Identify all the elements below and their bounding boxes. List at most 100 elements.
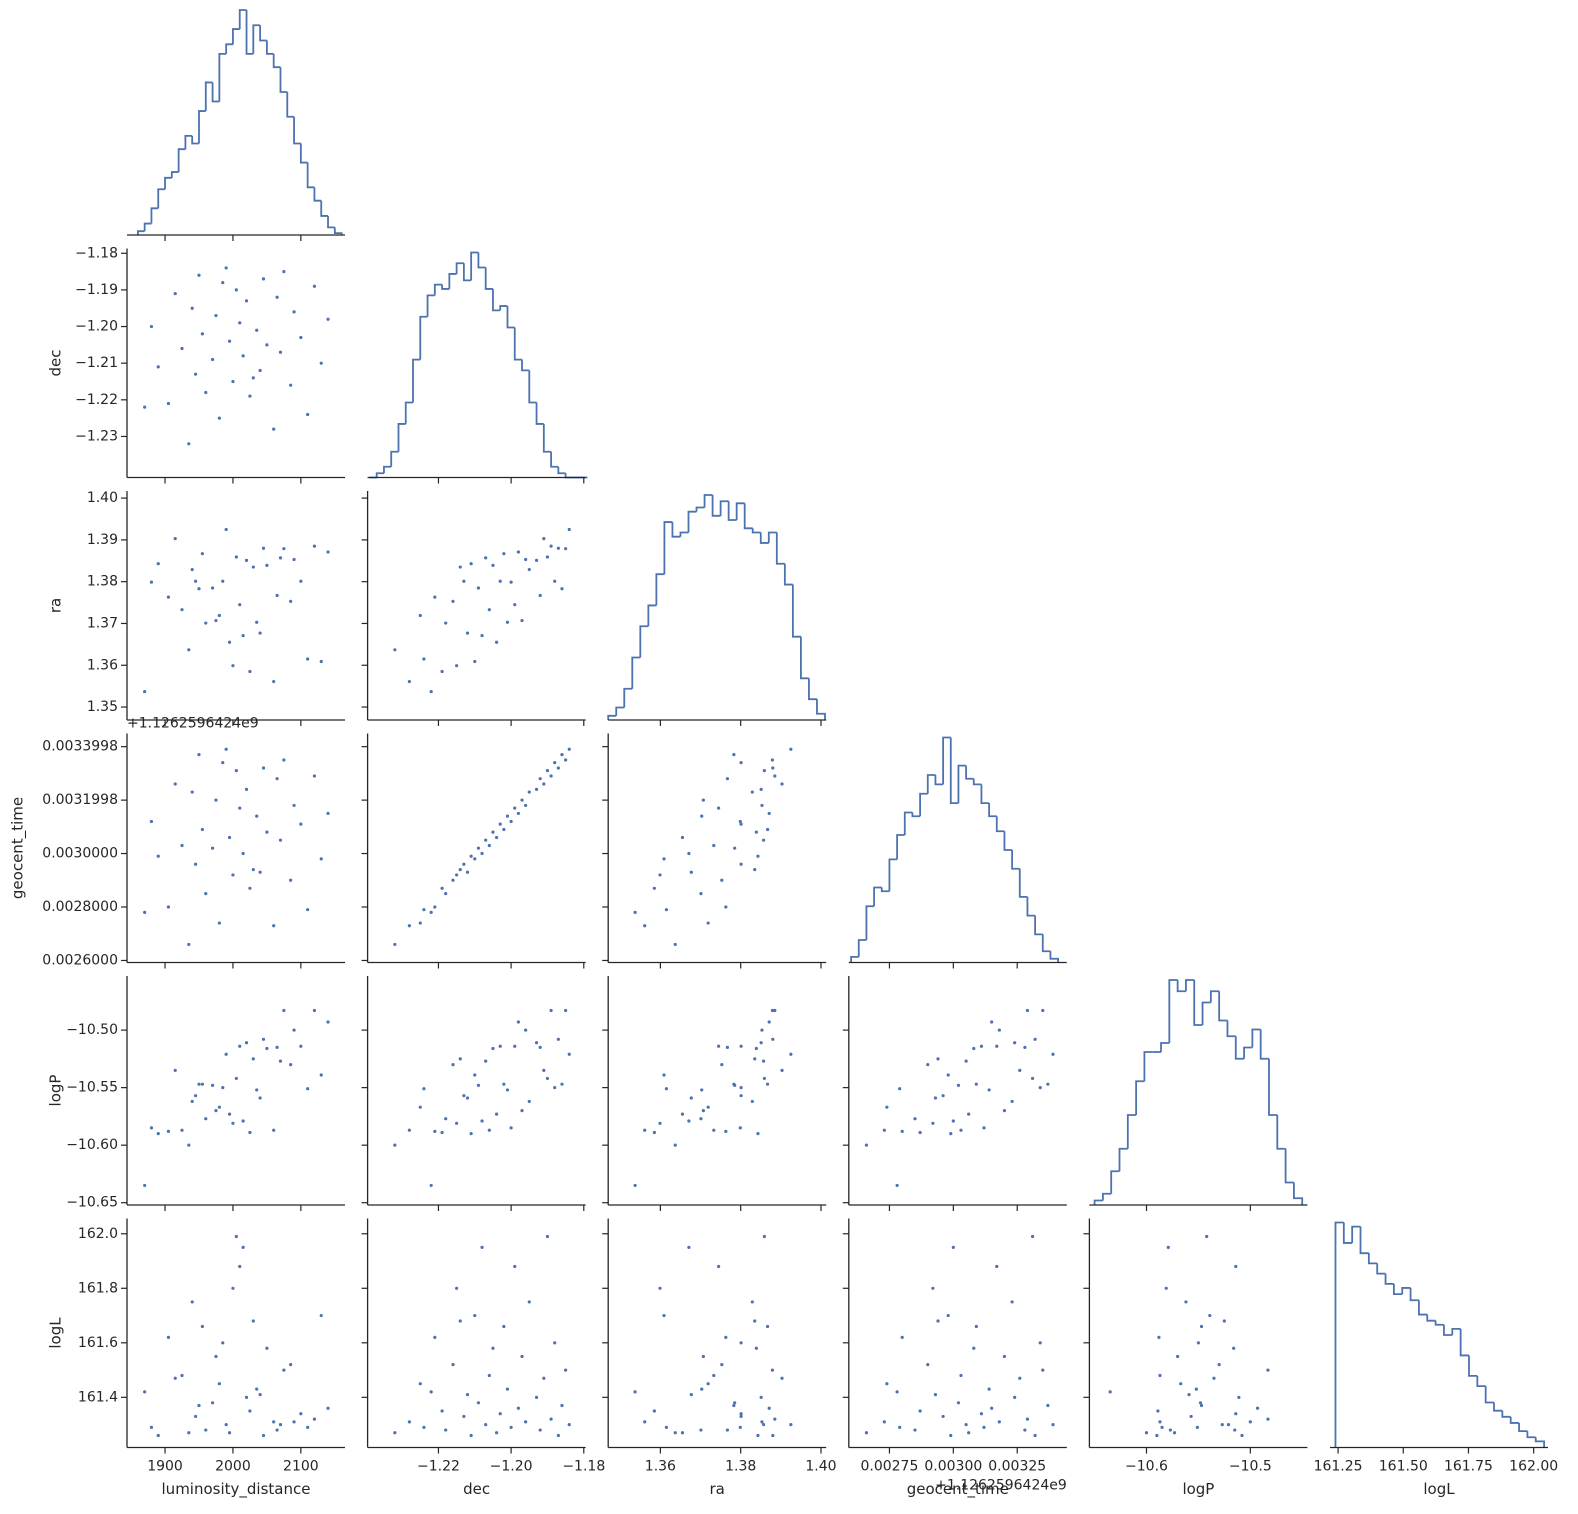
scatter-point <box>234 288 238 292</box>
scatter-point <box>418 1382 422 1386</box>
hist-step <box>225 43 233 54</box>
scatter-point <box>217 613 221 618</box>
scatter-point <box>1013 1395 1017 1399</box>
scatter-point <box>180 843 184 848</box>
scatter-point <box>765 1082 770 1086</box>
hist-step <box>850 955 859 963</box>
scatter-point <box>487 843 491 848</box>
scatter-point <box>720 1063 724 1067</box>
y-axis-label: logP <box>47 1075 65 1107</box>
scatter-point <box>204 1117 208 1121</box>
scatter-point <box>951 1245 955 1249</box>
hist-step <box>462 263 472 282</box>
scatter-point <box>261 1037 266 1041</box>
scatter-point <box>895 1390 899 1394</box>
hist-step <box>238 9 247 30</box>
scatter-point <box>527 1099 531 1104</box>
scatter-point <box>717 1044 721 1048</box>
scatter-point <box>750 1300 754 1304</box>
scatter-point <box>418 1105 422 1109</box>
scatter-point <box>197 273 201 277</box>
scatter-point <box>227 1112 232 1116</box>
scatter-point <box>900 1129 904 1133</box>
scatter-point <box>1160 1425 1164 1429</box>
scatter-point <box>190 1099 194 1104</box>
scatter-point <box>143 1390 147 1394</box>
scatter-point <box>465 1393 470 1397</box>
scatter-point <box>1234 1264 1238 1269</box>
scatter-point <box>326 317 330 321</box>
scatter-point <box>473 1313 477 1318</box>
y-tick-label: −1.19 <box>75 282 118 298</box>
scatter-point <box>234 555 238 559</box>
scatter-point <box>534 1395 539 1399</box>
hist-step <box>419 315 428 360</box>
scatter-point <box>292 310 296 314</box>
scatter-point <box>487 608 491 612</box>
scatter-point <box>433 905 437 909</box>
scatter-point <box>407 1128 411 1132</box>
scatter-point <box>258 870 262 874</box>
y-tick-label: 0.0033998 <box>42 739 118 755</box>
scatter-point <box>754 830 758 834</box>
scatter-point <box>487 1373 491 1378</box>
hist-step <box>313 187 322 202</box>
scatter-point <box>187 442 191 446</box>
scatter-point <box>180 1128 184 1132</box>
scatter-point <box>553 761 557 765</box>
hist-step <box>903 811 913 835</box>
scatter-point <box>1184 1300 1188 1304</box>
y-tick-label: −1.21 <box>75 355 118 371</box>
hist-step <box>1185 979 1195 992</box>
scatter-point <box>662 1073 666 1077</box>
scatter-point <box>238 321 242 325</box>
scatter-point <box>1199 1403 1204 1408</box>
hist-step <box>1201 1001 1211 1025</box>
scatter-point <box>759 787 763 791</box>
hist-step <box>521 359 530 372</box>
scatter-point <box>560 753 564 757</box>
hist-step <box>484 267 493 290</box>
hist-step <box>1011 850 1020 870</box>
hist-step <box>687 510 697 533</box>
scatter-point <box>560 1403 564 1408</box>
scatter-point <box>687 851 691 856</box>
hist-step <box>184 134 193 150</box>
scatter-point <box>516 811 520 816</box>
scatter-point <box>255 1088 259 1092</box>
scatter-point <box>560 1082 564 1086</box>
hist-step <box>320 200 329 217</box>
hist-step <box>1468 1355 1478 1377</box>
hist-step <box>1034 915 1043 936</box>
scatter-point <box>556 1037 560 1041</box>
scatter-point <box>513 1044 517 1048</box>
hist-step <box>327 215 335 229</box>
scatter-point <box>538 777 542 781</box>
scatter-point <box>750 1099 754 1104</box>
scatter-point <box>1041 1368 1045 1372</box>
scatter-point <box>936 1057 940 1061</box>
scatter-point <box>238 806 242 810</box>
scatter-point <box>491 830 495 834</box>
scatter-point <box>255 328 259 332</box>
scatter-point <box>941 1094 945 1098</box>
scatter-point <box>545 555 550 559</box>
scatter-point <box>739 761 743 765</box>
scatter-point <box>255 1387 259 1391</box>
scatter-point <box>505 1088 510 1092</box>
scatter-point <box>217 1382 221 1386</box>
scatter-point <box>967 1431 971 1435</box>
scatter-point <box>187 1143 191 1147</box>
scatter-point <box>754 1346 758 1350</box>
scatter-point <box>1164 1286 1168 1290</box>
scatter-point <box>864 1431 869 1435</box>
scatter-point <box>1030 1076 1035 1081</box>
scatter-point <box>275 593 279 598</box>
hist-step <box>695 506 705 512</box>
hist-step <box>204 81 213 112</box>
hist-step <box>1334 1221 1344 1448</box>
scatter-point <box>234 1234 238 1239</box>
scatter-point <box>166 595 171 599</box>
scatter-point <box>299 1044 303 1048</box>
scatter-point <box>238 1264 242 1269</box>
